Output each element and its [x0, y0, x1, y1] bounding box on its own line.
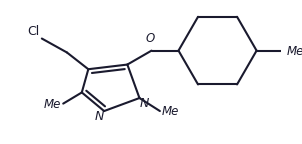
Text: N: N: [95, 110, 104, 123]
Text: Cl: Cl: [28, 25, 40, 38]
Text: N: N: [140, 97, 149, 110]
Text: Me: Me: [44, 98, 61, 111]
Text: Me: Me: [162, 105, 179, 119]
Text: Me: Me: [286, 45, 302, 58]
Text: O: O: [146, 32, 155, 45]
